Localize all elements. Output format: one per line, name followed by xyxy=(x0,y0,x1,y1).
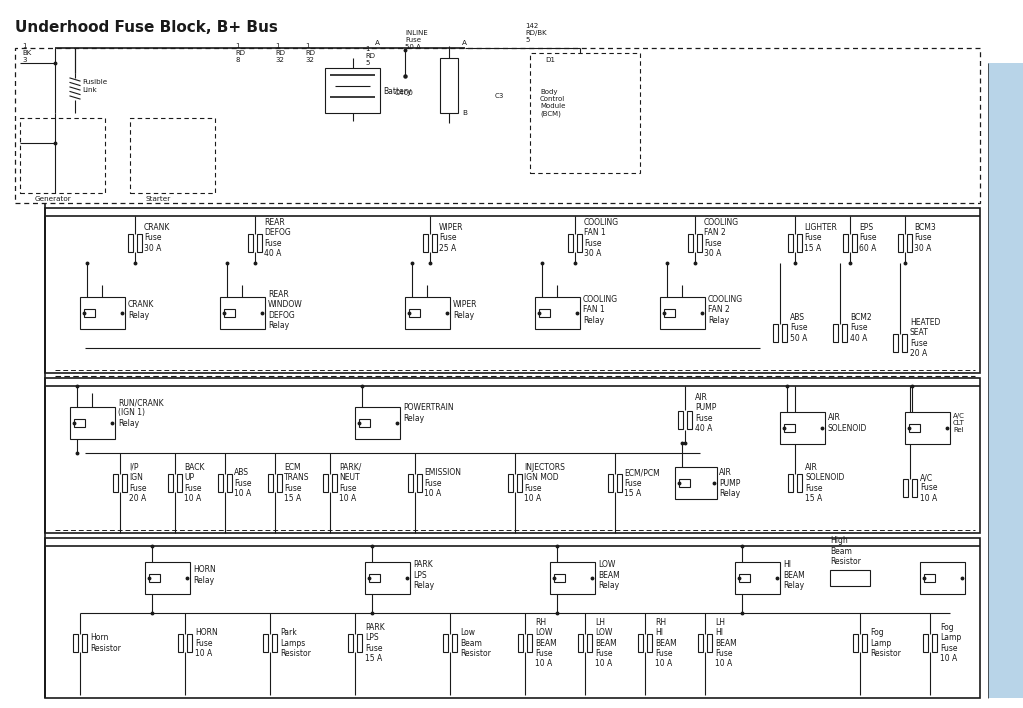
Text: ABS
Fuse
50 A: ABS Fuse 50 A xyxy=(790,313,807,343)
Bar xyxy=(452,634,457,652)
Bar xyxy=(45,538,980,698)
Bar xyxy=(322,474,328,492)
Bar xyxy=(357,634,362,652)
Bar xyxy=(861,634,868,652)
Bar xyxy=(257,234,262,252)
Bar xyxy=(355,407,400,439)
Text: 1
RD
8: 1 RD 8 xyxy=(235,43,244,63)
Text: COOLING
FAN 2
Fuse
30 A: COOLING FAN 2 Fuse 30 A xyxy=(704,218,740,258)
Bar xyxy=(128,234,133,252)
Text: Fog
Lamp
Fuse
10 A: Fog Lamp Fuse 10 A xyxy=(940,623,962,663)
Text: CRANK
Relay: CRANK Relay xyxy=(128,300,154,320)
Bar xyxy=(365,562,410,594)
Bar xyxy=(15,48,980,203)
Text: AIR
SOLENOID: AIR SOLENOID xyxy=(828,413,868,433)
Bar xyxy=(538,309,549,316)
Text: ABS
Fuse
10 A: ABS Fuse 10 A xyxy=(234,468,252,498)
Bar xyxy=(988,63,1023,698)
Bar xyxy=(788,474,793,492)
Bar xyxy=(263,634,268,652)
Text: I/P
IGN
Fuse
20 A: I/P IGN Fuse 20 A xyxy=(129,463,146,503)
Bar xyxy=(517,474,523,492)
Text: BACK
UP
Fuse
10 A: BACK UP Fuse 10 A xyxy=(184,463,205,503)
Text: INJECTORS
IGN MOD
Fuse
10 A: INJECTORS IGN MOD Fuse 10 A xyxy=(524,463,565,503)
Bar xyxy=(177,474,182,492)
Text: Starter: Starter xyxy=(145,196,170,202)
Bar xyxy=(637,634,643,652)
Text: COOLING
FAN 2
Relay: COOLING FAN 2 Relay xyxy=(708,295,743,325)
Text: REAR
DEFOG
Fuse
40 A: REAR DEFOG Fuse 40 A xyxy=(264,218,291,258)
Bar xyxy=(187,634,192,652)
Bar xyxy=(780,412,825,444)
Bar xyxy=(924,574,934,582)
Bar xyxy=(698,634,703,652)
Bar xyxy=(697,234,702,252)
Text: HEATED
SEAT
Fuse
20 A: HEATED SEAT Fuse 20 A xyxy=(910,318,940,358)
Text: COOLING
FAN 1
Fuse
30 A: COOLING FAN 1 Fuse 30 A xyxy=(584,218,619,258)
Bar xyxy=(535,297,580,329)
Bar xyxy=(675,467,717,499)
Bar xyxy=(74,419,85,427)
Bar xyxy=(137,234,142,252)
Text: ECM/PCM
Fuse
15 A: ECM/PCM Fuse 15 A xyxy=(624,468,660,498)
Bar xyxy=(923,634,928,652)
Bar xyxy=(852,234,857,252)
Bar xyxy=(178,634,183,652)
Text: 1
RD
5: 1 RD 5 xyxy=(365,46,375,66)
Bar xyxy=(422,234,429,252)
Bar xyxy=(908,424,920,432)
Bar xyxy=(408,309,419,316)
Text: EMISSION
Fuse
10 A: EMISSION Fuse 10 A xyxy=(424,468,461,498)
Bar xyxy=(553,574,565,582)
Bar xyxy=(678,411,683,429)
Bar xyxy=(227,474,232,492)
Bar xyxy=(432,234,437,252)
Bar xyxy=(45,378,980,533)
Text: LIGHTER
Fuse
15 A: LIGHTER Fuse 15 A xyxy=(804,223,837,253)
Bar xyxy=(587,634,592,652)
Bar xyxy=(898,234,903,252)
Bar xyxy=(122,474,127,492)
Text: RH
LOW
BEAM
Fuse
10 A: RH LOW BEAM Fuse 10 A xyxy=(535,617,557,668)
Text: Horn
Resistor: Horn Resistor xyxy=(90,633,121,653)
Bar xyxy=(84,309,94,316)
Bar xyxy=(920,562,965,594)
Text: AIR
SOLENOID
Fuse
15 A: AIR SOLENOID Fuse 15 A xyxy=(805,463,844,503)
Bar xyxy=(687,234,694,252)
Bar xyxy=(405,297,450,329)
Text: C400: C400 xyxy=(395,90,414,96)
Text: HORN
Fuse
10 A: HORN Fuse 10 A xyxy=(195,628,218,658)
Text: LOW
BEAM
Relay: LOW BEAM Relay xyxy=(598,560,620,590)
Bar xyxy=(617,474,622,492)
Bar xyxy=(530,53,640,173)
Text: Generator: Generator xyxy=(35,196,72,202)
Bar xyxy=(833,324,838,342)
Bar xyxy=(223,309,234,316)
Text: INLINE
Fuse
50 A: INLINE Fuse 50 A xyxy=(405,30,428,50)
Bar xyxy=(113,474,119,492)
Bar xyxy=(348,634,353,652)
Text: AIR
PUMP
Relay: AIR PUMP Relay xyxy=(719,468,741,498)
Text: 1
RD
32: 1 RD 32 xyxy=(305,43,315,63)
Text: A: A xyxy=(462,40,468,46)
Bar xyxy=(901,334,907,352)
Text: BCM3
Fuse
30 A: BCM3 Fuse 30 A xyxy=(914,223,936,253)
Text: CRANK
Fuse
30 A: CRANK Fuse 30 A xyxy=(144,223,171,253)
Bar xyxy=(905,412,950,444)
Bar xyxy=(842,324,847,342)
Bar xyxy=(248,234,254,252)
Bar xyxy=(893,334,898,352)
Text: PARK
LPS
Relay: PARK LPS Relay xyxy=(413,560,434,590)
Bar xyxy=(577,234,582,252)
Bar xyxy=(550,562,595,594)
Bar xyxy=(358,419,369,427)
Text: ECM
TRANS
Fuse
15 A: ECM TRANS Fuse 15 A xyxy=(284,463,310,503)
Bar xyxy=(853,634,858,652)
Bar xyxy=(220,297,265,329)
Bar xyxy=(507,474,514,492)
Bar xyxy=(130,118,215,193)
Bar xyxy=(80,297,125,329)
Bar xyxy=(707,634,712,652)
Text: RUN/CRANK
(IGN 1)
Relay: RUN/CRANK (IGN 1) Relay xyxy=(118,398,164,428)
Bar xyxy=(739,574,750,582)
